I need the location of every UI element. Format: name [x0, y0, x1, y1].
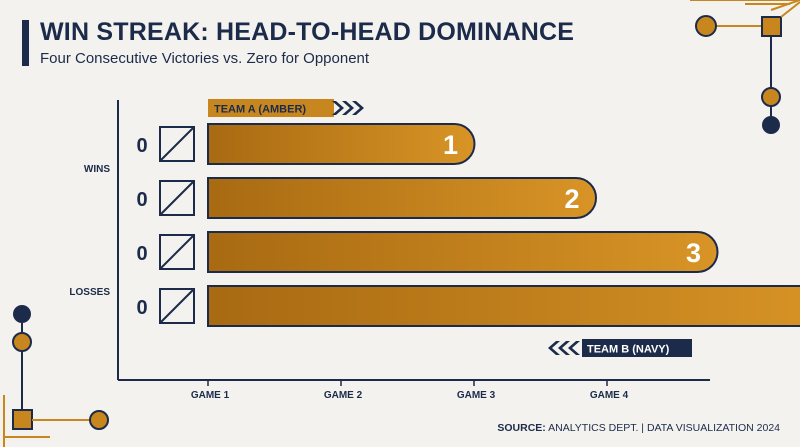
- slash-icon: [159, 288, 195, 324]
- source-note: SOURCE: ANALYTICS DEPT. | DATA VISUALIZA…: [497, 422, 780, 434]
- x-tick-label: GAME 4: [590, 390, 629, 401]
- y-label-losses: LOSSES: [69, 287, 110, 298]
- x-tick-label: GAME 1: [191, 390, 230, 401]
- circuit-node-icon: [13, 305, 31, 323]
- chart-subtitle: Four Consecutive Victories vs. Zero for …: [40, 50, 370, 67]
- legend-team-b-label: TEAM B (NAVY): [587, 344, 670, 356]
- slash-icon: [159, 126, 195, 162]
- opponent-score-label: 0: [136, 243, 147, 265]
- x-tick-label: GAME 2: [324, 390, 363, 401]
- source-label: SOURCE:: [497, 422, 546, 434]
- legend-team-b-swatch: [582, 339, 692, 357]
- team-a-bar: [207, 123, 476, 165]
- y-label-wins: WINS: [84, 164, 110, 175]
- circuit-node-icon: [89, 410, 109, 430]
- opponent-score-label: 0: [136, 135, 147, 157]
- chevrons-left-icon: [548, 341, 580, 355]
- slash-icon: [159, 180, 195, 216]
- legend-team-a-swatch: [208, 99, 334, 117]
- slash-icon: [159, 234, 195, 270]
- team-a-bar: [207, 285, 800, 327]
- team-a-bar: [207, 177, 597, 219]
- bar-value-label: 2: [564, 184, 579, 214]
- bar-value-label: 1: [443, 130, 458, 160]
- circuit-node-icon: [695, 15, 717, 37]
- legend-team-b: TEAM B (NAVY): [548, 339, 692, 357]
- chart-title: WIN STREAK: HEAD-TO-HEAD DOMINANCE: [40, 18, 575, 46]
- bar-row: 04: [136, 285, 800, 327]
- legend-team-a-label: TEAM A (AMBER): [214, 104, 306, 116]
- x-tick-label: GAME 3: [457, 390, 496, 401]
- bar-value-label: 3: [686, 238, 701, 268]
- opponent-score-label: 0: [136, 297, 147, 319]
- team-a-bar: [207, 231, 719, 273]
- source-text: ANALYTICS DEPT. | DATA VISUALIZATION 202…: [548, 422, 780, 434]
- opponent-score-label: 0: [136, 189, 147, 211]
- chevrons-right-icon: [332, 101, 364, 115]
- circuit-node-icon: [762, 116, 780, 134]
- legend-team-a: TEAM A (AMBER): [208, 99, 364, 117]
- title-accent-bar: [22, 20, 29, 66]
